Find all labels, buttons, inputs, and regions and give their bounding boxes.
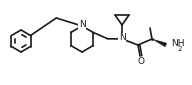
Text: O: O xyxy=(137,57,144,66)
Text: N: N xyxy=(79,20,85,29)
Text: NH: NH xyxy=(171,40,185,49)
Text: N: N xyxy=(119,33,125,42)
Polygon shape xyxy=(152,39,167,47)
Text: 2: 2 xyxy=(178,46,182,52)
